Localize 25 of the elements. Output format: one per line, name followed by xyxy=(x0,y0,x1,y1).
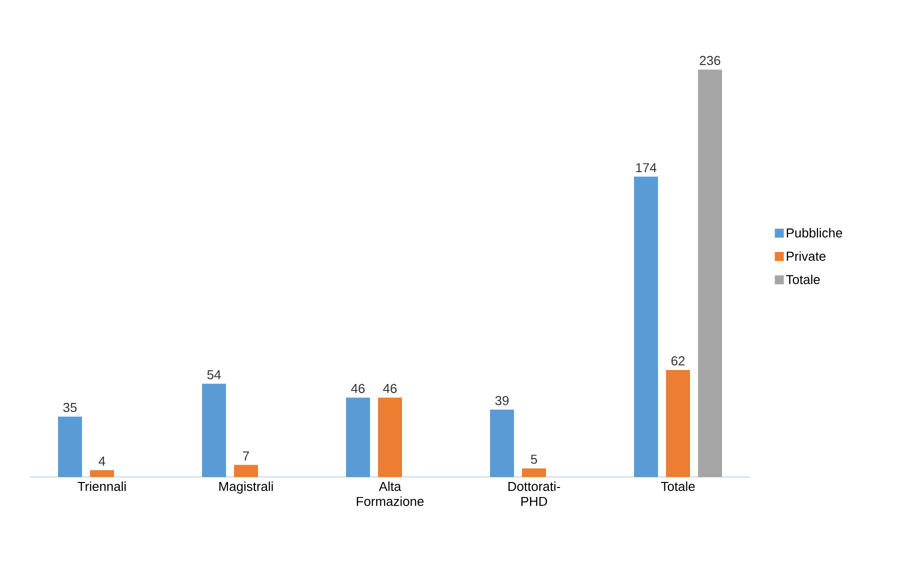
x-tick-label: Alta Formazione xyxy=(356,482,424,506)
legend-label: Private xyxy=(786,251,826,261)
bar xyxy=(666,370,690,477)
bar xyxy=(234,464,258,477)
data-label: 46 xyxy=(383,384,397,394)
data-label: 236 xyxy=(700,56,720,66)
bar xyxy=(522,468,546,477)
data-label: 4 xyxy=(98,456,106,466)
bar xyxy=(378,398,402,477)
x-tick-label: Magistrali xyxy=(219,482,273,494)
data-label: 7 xyxy=(243,451,249,460)
data-label: 46 xyxy=(351,384,365,394)
legend-label: Pubbliche xyxy=(786,228,842,238)
bar xyxy=(90,470,114,477)
x-tick-label: Triennali xyxy=(78,482,126,492)
data-label: 62 xyxy=(671,356,685,366)
legend-label: Totale xyxy=(786,274,820,284)
data-label: 39 xyxy=(495,396,509,406)
data-label: 54 xyxy=(207,370,221,380)
x-tick-label: Dottorati-PHD xyxy=(508,482,560,506)
data-label: 5 xyxy=(530,454,538,464)
bar xyxy=(698,70,722,477)
data-label: 35 xyxy=(63,402,77,412)
data-label: 174 xyxy=(636,163,656,172)
x-tick-label: Totale xyxy=(661,482,695,492)
